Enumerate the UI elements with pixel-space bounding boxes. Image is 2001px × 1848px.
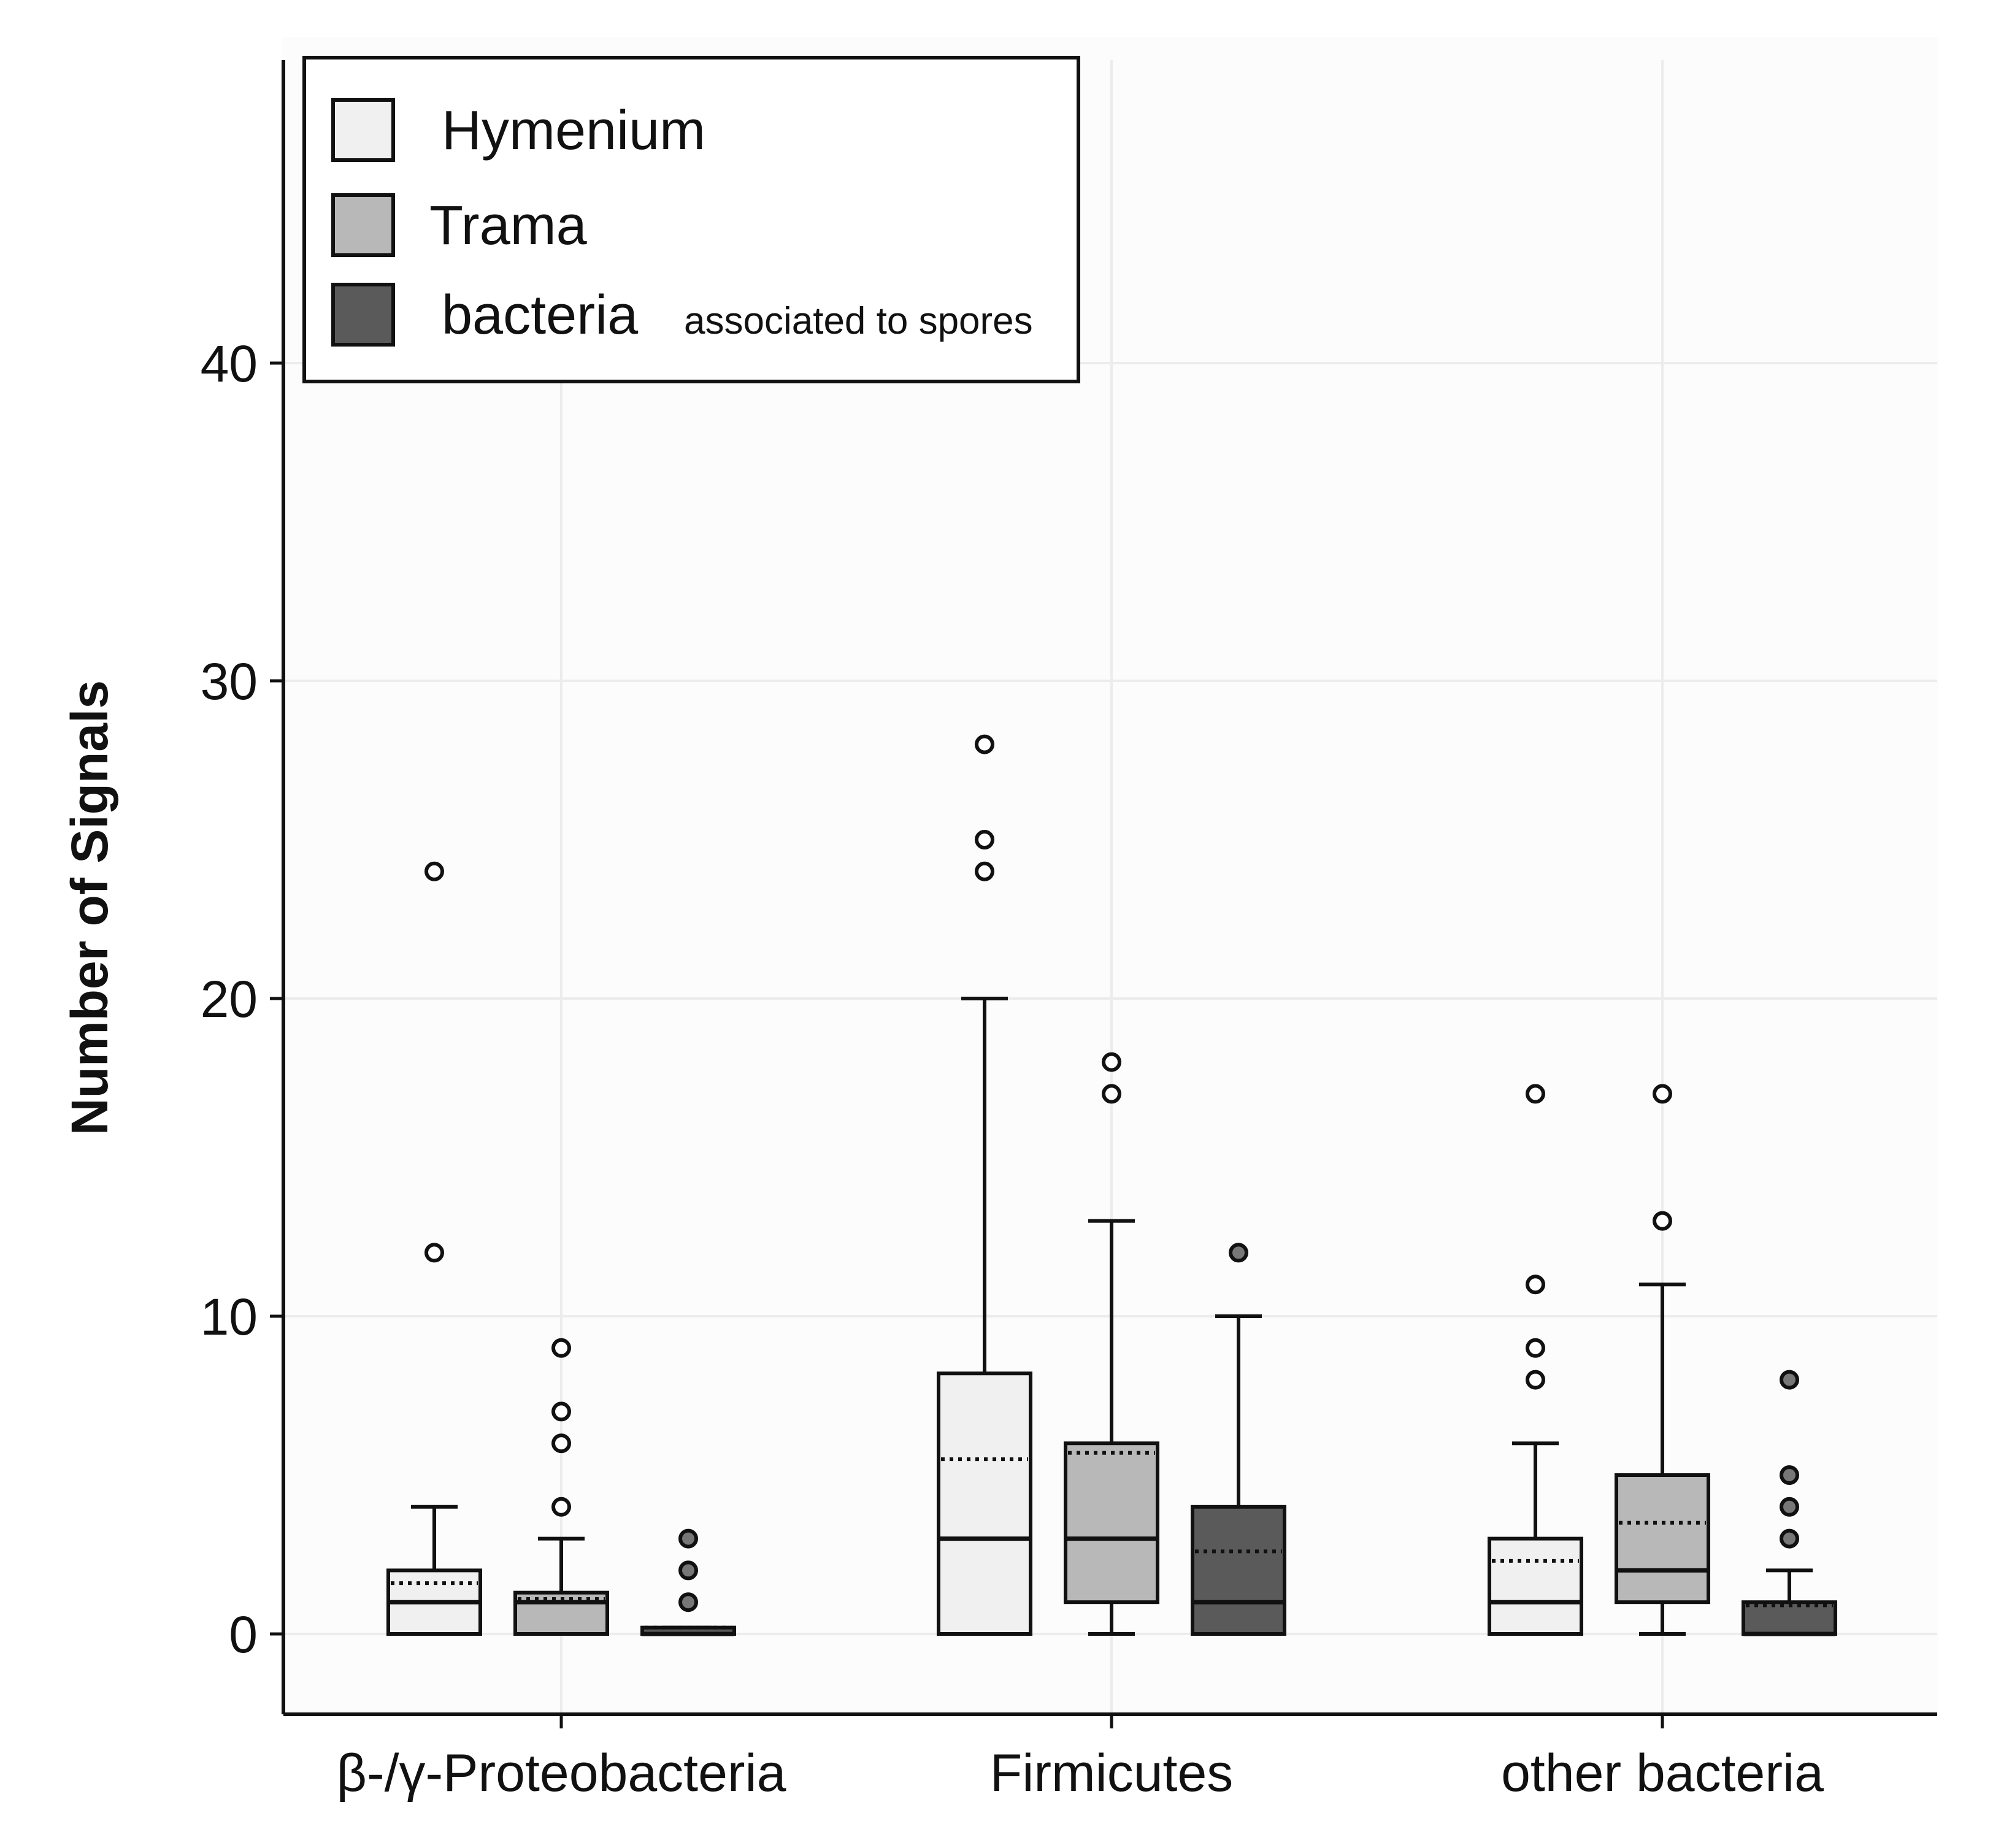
box-group bbox=[1488, 1084, 1583, 1636]
y-tick-label: 10 bbox=[201, 1288, 258, 1346]
outlier-point bbox=[424, 1243, 444, 1263]
outlier-point bbox=[1102, 1084, 1121, 1104]
outlier-point bbox=[551, 1433, 571, 1454]
box bbox=[1488, 1536, 1583, 1636]
outlier-point bbox=[975, 861, 994, 881]
box-group bbox=[513, 1338, 609, 1636]
legend-swatch-spores bbox=[331, 283, 395, 347]
box bbox=[1615, 1473, 1710, 1605]
box-group bbox=[1064, 1052, 1159, 1636]
box bbox=[1742, 1600, 1837, 1636]
x-ticks: β-/γ-Proteobacteria Firmicutes other bacte… bbox=[337, 1714, 1824, 1803]
box-group bbox=[640, 1528, 736, 1636]
outlier-point bbox=[1780, 1497, 1799, 1517]
legend: Hymenium Trama bacteria associated to spore… bbox=[302, 56, 1080, 383]
outlier-point bbox=[1526, 1084, 1545, 1104]
box-group bbox=[1742, 1370, 1837, 1636]
y-axis-label: Number of Signals bbox=[61, 680, 118, 1135]
outlier-point bbox=[1780, 1528, 1799, 1549]
box-series bbox=[386, 131, 1837, 1636]
legend-label-spores: bacteria bbox=[442, 285, 639, 346]
y-ticks: 0 10 20 30 40 bbox=[201, 335, 283, 1663]
legend-sublabel-spores: associated to spores bbox=[684, 300, 1033, 342]
x-tick-label: β-/γ-Proteobacteria bbox=[337, 1744, 786, 1803]
outlier-point bbox=[1653, 1211, 1672, 1231]
legend-label-trama: Trama bbox=[429, 195, 588, 256]
series-2 bbox=[513, 1052, 1710, 1636]
outlier-point bbox=[1102, 1052, 1121, 1072]
outlier-point bbox=[1780, 1370, 1799, 1390]
x-tick-label: other bacteria bbox=[1501, 1744, 1824, 1803]
legend-swatch-trama bbox=[331, 193, 395, 257]
box bbox=[937, 1371, 1032, 1636]
legend-frame bbox=[302, 56, 1080, 383]
outlier-point bbox=[551, 1401, 571, 1422]
outlier-point bbox=[1229, 1243, 1248, 1263]
outlier-point bbox=[1780, 1465, 1799, 1485]
series-1 bbox=[386, 131, 1583, 1636]
outlier-point bbox=[551, 1338, 571, 1358]
box bbox=[1064, 1441, 1159, 1605]
outlier-point bbox=[975, 734, 994, 754]
box-group bbox=[1615, 1084, 1710, 1636]
box bbox=[1191, 1505, 1286, 1636]
x-tick-label: Firmicutes bbox=[990, 1744, 1234, 1803]
outlier-point bbox=[678, 1560, 698, 1581]
outlier-point bbox=[1526, 1338, 1545, 1358]
y-tick-label: 0 bbox=[229, 1606, 258, 1663]
y-tick-label: 20 bbox=[201, 970, 258, 1028]
legend-swatch-hymenium bbox=[331, 98, 395, 162]
outlier-point bbox=[1653, 1084, 1672, 1104]
outlier-point bbox=[678, 1592, 698, 1612]
box-group bbox=[386, 861, 482, 1636]
y-tick-label: 30 bbox=[201, 653, 258, 710]
series-3 bbox=[640, 1243, 1837, 1636]
outlier-point bbox=[551, 1497, 571, 1517]
outlier-point bbox=[1526, 1370, 1545, 1390]
legend-label-hymenium: Hymenium bbox=[442, 100, 705, 161]
box-group bbox=[1191, 1243, 1286, 1636]
outlier-point bbox=[424, 861, 444, 881]
outlier-point bbox=[975, 830, 994, 849]
outlier-point bbox=[678, 1528, 698, 1549]
y-tick-label: 40 bbox=[201, 335, 258, 393]
outlier-point bbox=[1526, 1275, 1545, 1295]
box-group bbox=[937, 131, 1032, 1636]
